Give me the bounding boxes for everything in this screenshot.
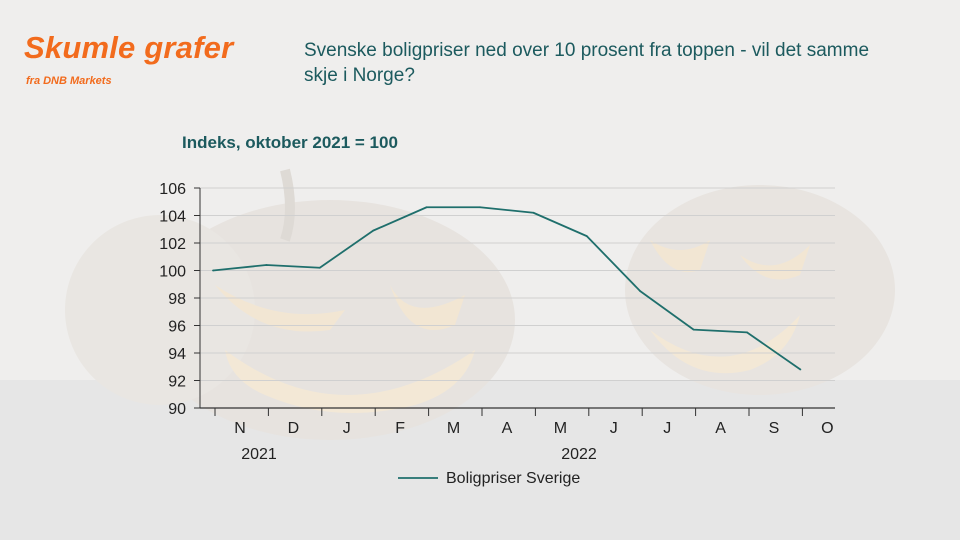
x-tick-label: J (610, 420, 618, 437)
data-point (318, 266, 321, 269)
data-point (799, 368, 802, 371)
y-tick-label: 102 (159, 236, 186, 253)
x-tick-label: N (234, 420, 246, 437)
data-point (585, 235, 588, 238)
y-tick-label: 90 (168, 401, 186, 418)
x-year-label: 2021 (241, 446, 277, 463)
data-point (265, 264, 268, 266)
x-tick-label: D (288, 420, 300, 437)
data-point (746, 331, 748, 334)
y-tick-label: 98 (168, 291, 186, 308)
data-point (692, 328, 695, 331)
x-tick-label: M (554, 420, 567, 437)
x-tick-label: M (447, 420, 460, 437)
x-tick-label: O (821, 420, 833, 437)
chart-title: Indeks, oktober 2021 = 100 (182, 133, 398, 152)
brand-title: Skumle grafer (24, 30, 234, 65)
headline: Svenske boligpriser ned over 10 prosent … (304, 40, 870, 86)
x-tick-label: A (502, 420, 513, 437)
x-tick-label: A (715, 420, 726, 437)
series-line-0 (212, 206, 801, 371)
data-point (212, 269, 214, 272)
x-tick-label: J (343, 420, 351, 437)
y-tick-label: 92 (168, 374, 186, 391)
data-point (372, 229, 375, 232)
y-tick-label: 96 (168, 319, 186, 336)
y-tick-label: 106 (159, 181, 186, 198)
y-tick-label: 100 (159, 264, 186, 281)
data-point (532, 211, 535, 214)
x-tick-label: F (395, 420, 405, 437)
data-point (425, 206, 428, 209)
data-point (639, 290, 642, 293)
y-tick-label: 94 (168, 346, 186, 363)
data-point (479, 206, 481, 209)
x-tick-label: S (769, 420, 780, 437)
brand-subtitle: fra DNB Markets (26, 75, 112, 87)
legend-label: Boligpriser Sverige (446, 470, 580, 487)
y-tick-label: 104 (159, 209, 186, 226)
x-year-label: 2022 (561, 446, 597, 463)
x-tick-label: J (663, 420, 671, 437)
